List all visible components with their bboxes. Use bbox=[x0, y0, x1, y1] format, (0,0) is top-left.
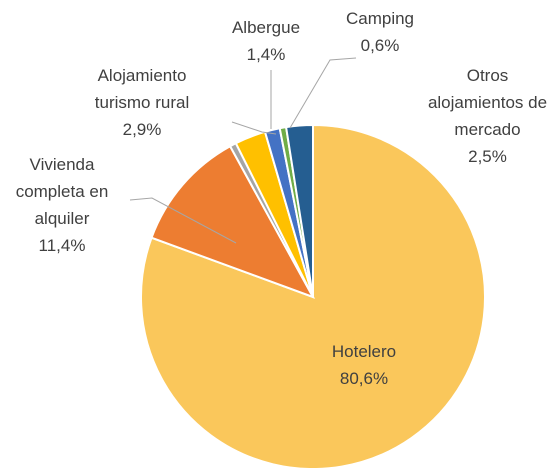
value-label: 2,9% bbox=[122, 120, 162, 139]
leader-lines bbox=[129, 57, 357, 244]
pie-slice bbox=[284, 123, 314, 298]
slice-label: Otros alojamientos de mercado 2,5% bbox=[420, 62, 550, 170]
leader-line bbox=[231, 121, 277, 135]
category-label: Camping bbox=[345, 9, 415, 28]
category-label: Otros alojamientos de mercado bbox=[427, 66, 548, 139]
leader-line bbox=[129, 197, 237, 244]
slices bbox=[140, 123, 486, 468]
category-label: Vivienda completa en alquiler bbox=[15, 155, 109, 228]
slice-label: Alojamiento turismo rural 2,9% bbox=[77, 62, 207, 143]
value-label: 80,6% bbox=[339, 369, 389, 388]
category-label: Hotelero bbox=[331, 342, 397, 361]
value-label: 1,4% bbox=[246, 45, 286, 64]
category-label: Albergue bbox=[231, 18, 301, 37]
value-label: 0,6% bbox=[360, 36, 400, 55]
category-label: Alojamiento turismo rural bbox=[94, 66, 190, 112]
slice-label: Camping 0,6% bbox=[335, 5, 425, 59]
slice-label: Vivienda completa en alquiler 11,4% bbox=[2, 151, 122, 259]
slice-label: Albergue 1,4% bbox=[221, 14, 311, 68]
value-label: 11,4% bbox=[38, 236, 86, 255]
slice-label: Hotelero 80,6% bbox=[294, 338, 434, 392]
value-label: 2,5% bbox=[468, 147, 507, 166]
pie-slice bbox=[150, 144, 316, 299]
leader-line bbox=[289, 57, 357, 129]
